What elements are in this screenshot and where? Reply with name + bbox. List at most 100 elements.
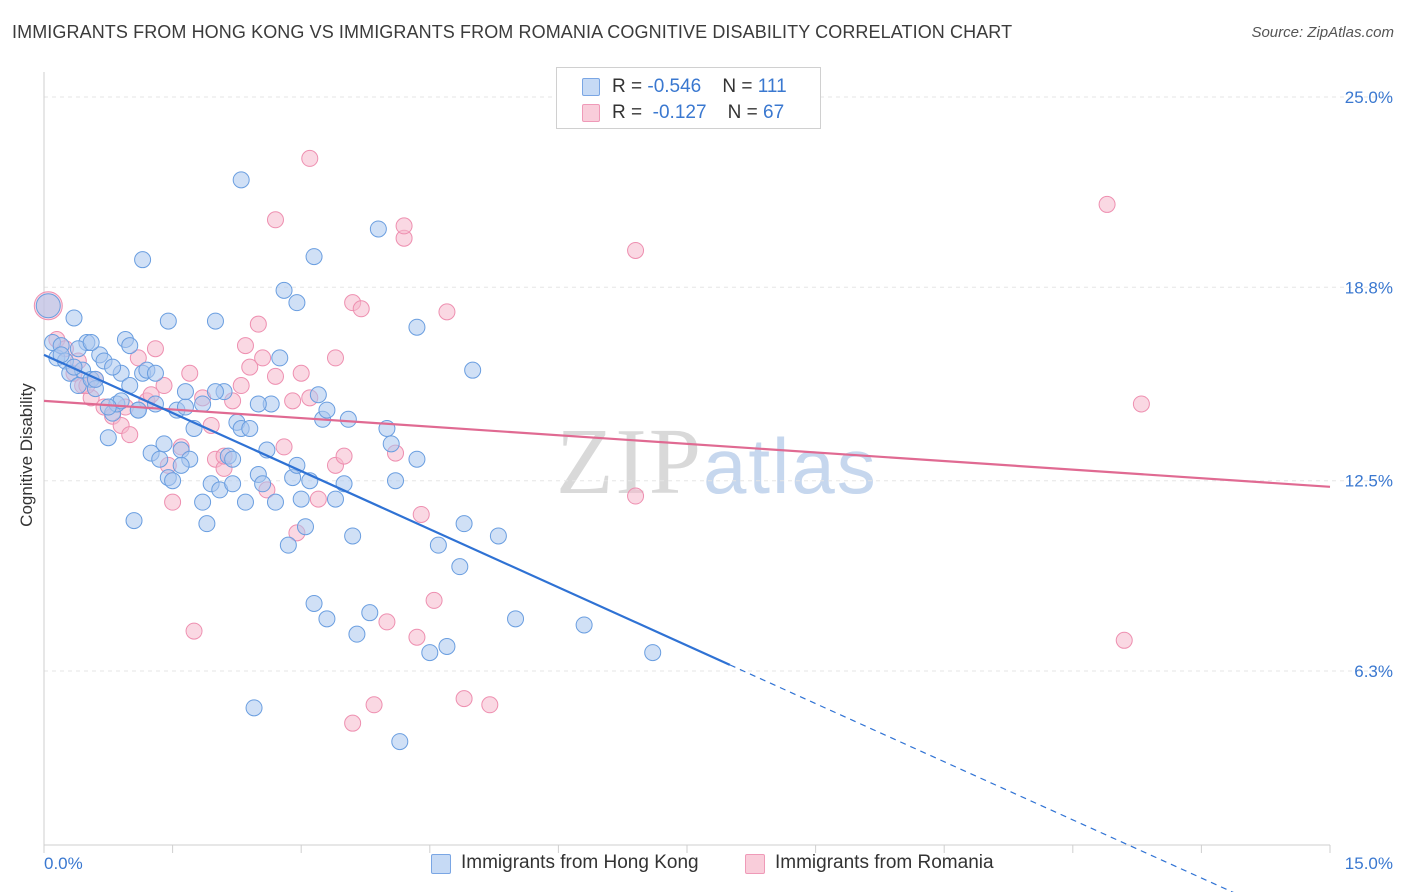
hong-kong-point — [348, 625, 366, 643]
hong-kong-point — [99, 429, 117, 447]
hong-kong-point — [224, 450, 242, 468]
y-tick-label: 18.8% — [1345, 278, 1393, 297]
romania-swatch — [582, 104, 600, 122]
romania-point — [455, 690, 473, 708]
romania-point — [241, 358, 259, 376]
hong-kong-point — [121, 337, 139, 355]
hong-kong-point — [236, 493, 254, 511]
hong-kong-swatch — [582, 78, 600, 96]
hong-kong-point — [206, 383, 224, 401]
hong-kong-point — [206, 312, 224, 330]
y-tick-label: 6.3% — [1354, 662, 1393, 681]
hong-kong-point — [176, 398, 194, 416]
hong-kong-point — [146, 364, 164, 382]
hong-kong-point — [86, 370, 104, 388]
hong-kong-point — [408, 318, 426, 336]
romania-point — [1115, 631, 1133, 649]
hk-n-label: N = — [722, 76, 758, 97]
hong-kong-point — [288, 294, 306, 312]
romania-legend-label: Immigrants from Romania — [775, 852, 994, 873]
romania-point — [438, 303, 456, 321]
hong-kong-point — [164, 472, 182, 490]
hk-r-label: R = — [612, 76, 648, 97]
correlation-legend: R = -0.546 N = 111 R = -0.127 N = 67 — [556, 67, 821, 129]
romania-point — [254, 349, 272, 367]
hk-n-value: 111 — [757, 76, 787, 97]
romania-point — [408, 628, 426, 646]
hong-kong-point — [438, 637, 456, 655]
hong-kong-point — [129, 401, 147, 419]
romania-point — [164, 493, 182, 511]
romania-point — [627, 241, 645, 259]
tick-labels: 25.0% 18.8% 12.5% 6.3% 0.0% 15.0% — [44, 88, 1393, 873]
source-credit: Source: ZipAtlas.com — [1251, 24, 1394, 41]
romania-point — [292, 364, 310, 382]
hong-kong-point — [305, 248, 323, 266]
x-tick-label: 0.0% — [44, 854, 83, 873]
romania-point — [425, 591, 443, 609]
romania-point — [335, 447, 353, 465]
hong-kong-point — [82, 334, 100, 352]
hong-kong-point — [99, 398, 117, 416]
hong-kong-point — [344, 527, 362, 545]
x-tick-label: 15.0% — [1345, 854, 1393, 873]
hong-kong-legend-swatch — [431, 854, 451, 874]
romania-point — [249, 315, 267, 333]
romania-trend-line — [43, 399, 1331, 488]
ro-n-label: N = — [727, 102, 764, 123]
hong-kong-point — [194, 493, 212, 511]
hong-kong-point — [241, 420, 259, 438]
hong-kong-point — [507, 610, 525, 628]
romania-point — [395, 217, 413, 235]
romania-point — [266, 211, 284, 229]
romania-point — [146, 340, 164, 358]
hong-kong-point — [194, 395, 212, 413]
y-tick-label: 12.5% — [1345, 472, 1393, 491]
hong-kong-point — [575, 616, 593, 634]
hong-kong-point — [408, 450, 426, 468]
hong-kong-point — [339, 410, 357, 428]
chart-title: IMMIGRANTS FROM HONG KONG VS IMMIGRANTS … — [12, 22, 1013, 42]
hong-kong-point — [391, 733, 409, 751]
romania-point — [129, 349, 147, 367]
hong-kong-point — [421, 644, 439, 662]
romania-point — [481, 696, 499, 714]
hong-kong-point — [455, 515, 473, 533]
hong-kong-point — [266, 493, 284, 511]
watermark-atlas: atlas — [703, 422, 878, 510]
hong-kong-point — [279, 536, 297, 554]
hong-kong-point — [151, 450, 169, 468]
romania-legend-swatch — [745, 854, 765, 874]
romania-point — [155, 377, 173, 395]
hong-kong-trend-line — [43, 353, 731, 666]
romania-point — [627, 487, 645, 505]
hong-kong-point — [198, 515, 216, 533]
hong-kong-point — [451, 558, 469, 576]
hong-kong-point — [382, 435, 400, 453]
romania-point — [185, 622, 203, 640]
hong-kong-point — [65, 309, 83, 327]
romania-point — [1098, 195, 1116, 213]
hong-kong-point — [155, 435, 173, 453]
romania-point — [232, 377, 250, 395]
ro-r-value: -0.127 — [647, 102, 707, 123]
series-legend: Immigrants from Hong Kong Immigrants fro… — [0, 852, 1406, 878]
hong-kong-point — [125, 512, 143, 530]
romania-point — [181, 364, 199, 382]
romania-point — [352, 300, 370, 318]
hong-kong-point — [318, 401, 336, 419]
romania-point — [344, 714, 362, 732]
romania-point — [121, 426, 139, 444]
hong-kong-point — [429, 536, 447, 554]
hong-kong-point — [104, 358, 122, 376]
hong-kong-point — [65, 358, 83, 376]
ro-r-label: R = — [612, 102, 648, 123]
romania-point — [301, 149, 319, 167]
hong-kong-point — [387, 472, 405, 490]
romania-point — [326, 349, 344, 367]
hong-kong-point — [159, 312, 177, 330]
hong-kong-point — [305, 594, 323, 612]
romania-point — [412, 505, 430, 523]
y-tick-label: 25.0% — [1345, 88, 1393, 107]
